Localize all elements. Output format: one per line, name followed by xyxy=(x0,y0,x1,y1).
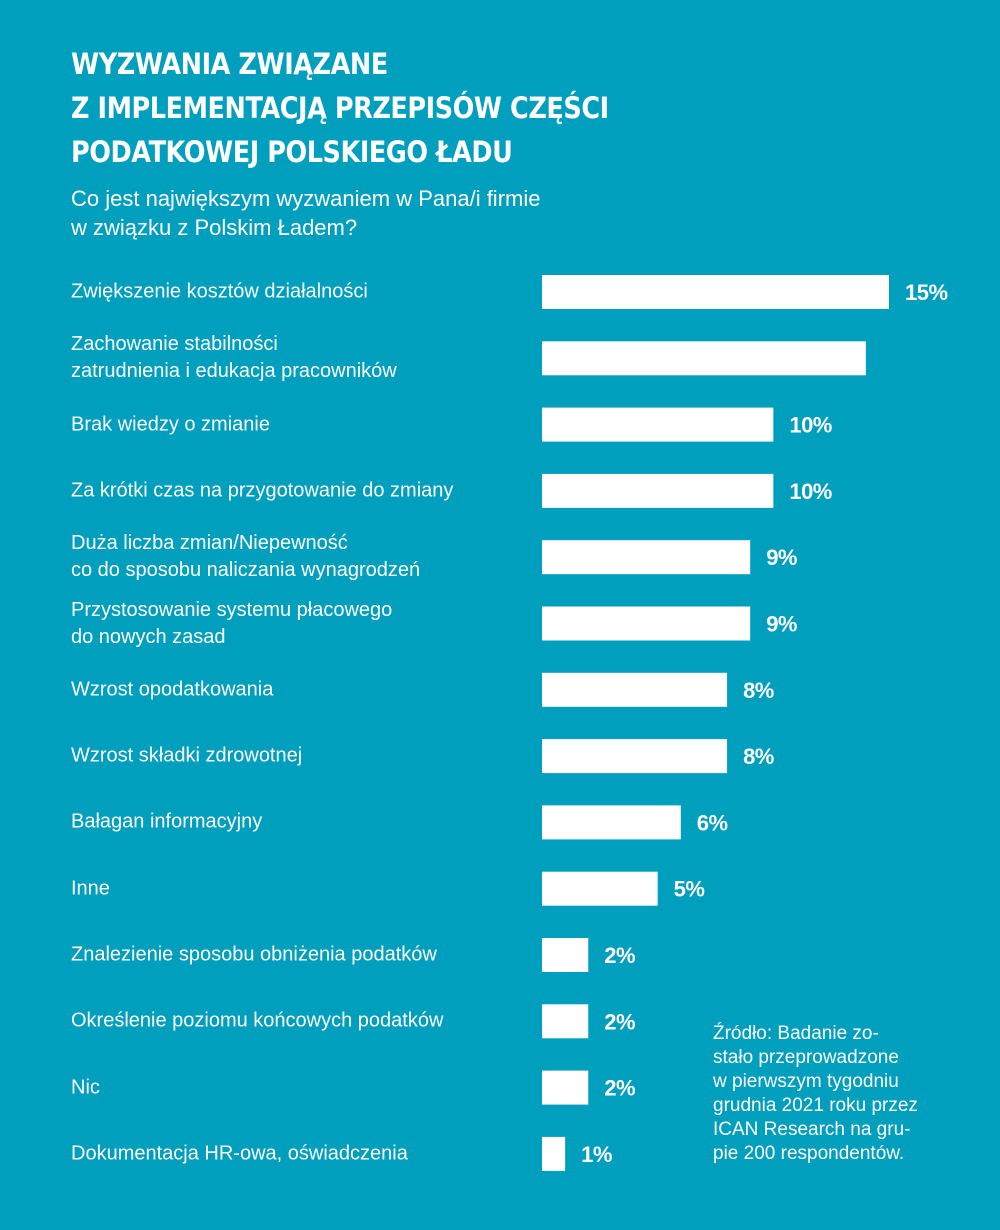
category-label-line: Określenie poziomu końcowych podatków xyxy=(71,1009,444,1032)
bar xyxy=(542,1070,589,1105)
data-label: 2% xyxy=(604,1009,635,1034)
category-label: Znalezienie sposobu obniżenia podatków xyxy=(71,942,437,969)
bar xyxy=(542,672,728,707)
subtitle-line: w związku z Polskim Ładem? xyxy=(71,215,358,240)
category-label-line: Inne xyxy=(71,877,110,900)
category-label-line: Duża liczba zmian/Niepewność xyxy=(71,532,348,555)
title-line: Z IMPLEMENTACJĄ PRZEPISÓW CZĘŚCI xyxy=(71,91,609,125)
data-label: 10% xyxy=(789,413,832,438)
source-line: stało przeprowadzone xyxy=(713,1047,899,1068)
category-label: Bałagan informacyjny xyxy=(71,809,262,836)
chart-subtitle: Co jest największym wyzwaniem w Pana/i f… xyxy=(71,184,540,242)
source-line: pie 200 respondentów. xyxy=(713,1143,905,1164)
category-label: Duża liczba zmian/Niepewność co do sposob… xyxy=(71,530,420,584)
bar xyxy=(542,805,681,840)
data-label: 2% xyxy=(604,943,635,968)
data-label: 5% xyxy=(674,877,705,902)
data-label: 6% xyxy=(697,810,728,835)
bar xyxy=(542,938,589,972)
data-label: 8% xyxy=(743,744,774,769)
category-label-line: Przystosowanie systemu płacowego xyxy=(71,598,393,621)
data-label: 8% xyxy=(743,678,774,703)
source-line: w pierwszym tygodniu xyxy=(713,1071,899,1092)
bar xyxy=(542,1136,566,1171)
category-label-line: Wzrost opodatkowania xyxy=(71,678,274,701)
category-label: Wzrost składki zdrowotnej xyxy=(71,743,302,770)
category-label-line: Znalezienie sposobu obniżenia podatków xyxy=(71,943,437,966)
category-label-line: Wzrost składki zdrowotnej xyxy=(71,744,303,767)
category-label: Za krótki czas na przygotowanie do zmian… xyxy=(71,477,453,504)
category-label-line: do nowych zasad xyxy=(71,625,226,648)
chart-title: WYZWANIA ZWIĄZANE Z IMPLEMENTACJĄ PRZEPI… xyxy=(71,42,609,174)
subtitle-line: Co jest największym wyzwaniem w Pana/i f… xyxy=(71,186,541,211)
data-label: 1% xyxy=(581,1142,612,1167)
bar xyxy=(542,473,774,508)
data-label: 15% xyxy=(905,280,948,305)
category-label: Określenie poziomu końcowych podatków xyxy=(71,1008,443,1035)
bar xyxy=(542,739,728,774)
bar xyxy=(542,871,658,906)
bar xyxy=(542,606,751,641)
bar xyxy=(542,540,751,575)
category-label: Inne xyxy=(71,875,110,902)
title-line: PODATKOWEJ POLSKIEGO ŁADU xyxy=(71,135,513,169)
category-label-line: Bałagan informacyjny xyxy=(71,810,263,833)
category-label: Zachowanie stabilności zatrudnienia i edu… xyxy=(71,331,397,385)
category-label-line: Zachowanie stabilności xyxy=(71,333,278,356)
category-label: Zwiększenie kosztów działalności xyxy=(71,279,368,306)
data-label: 9% xyxy=(766,545,797,570)
category-label: Nic xyxy=(71,1074,100,1101)
category-label: Brak wiedzy o zmianie xyxy=(71,411,270,438)
source-note: Źródło: Badanie zo- stało przeprowadzone… xyxy=(713,1022,918,1166)
data-label: 9% xyxy=(766,612,797,637)
category-label: Dokumentacja HR-owa, oświadczenia xyxy=(71,1140,408,1167)
category-label-line: zatrudnienia i edukacja pracowników xyxy=(71,360,397,383)
category-label-line: Za krótki czas na przygotowanie do zmian… xyxy=(71,479,454,502)
bar xyxy=(542,1004,589,1039)
category-label-line: Zwiększenie kosztów działalności xyxy=(71,280,368,303)
bar xyxy=(542,275,889,309)
source-line: grudnia 2021 roku przez xyxy=(713,1095,918,1116)
category-label: Przystosowanie systemu płacowego do nowyc… xyxy=(71,597,392,651)
category-label-line: co do sposobu naliczania wynagrodzeń xyxy=(71,559,421,582)
category-label-line: Brak wiedzy o zmianie xyxy=(71,413,270,436)
data-label: 10% xyxy=(789,479,832,504)
category-label: Wzrost opodatkowania xyxy=(71,676,273,703)
source-line: ICAN Research na gru- xyxy=(713,1119,911,1140)
data-label: 2% xyxy=(604,1076,635,1101)
title-line: WYZWANIA ZWIĄZANE xyxy=(71,47,388,81)
bar xyxy=(542,341,866,376)
source-line: Źródło: Badanie zo- xyxy=(713,1023,879,1044)
bar xyxy=(542,407,774,442)
category-label-line: Nic xyxy=(71,1076,100,1099)
category-label-line: Dokumentacja HR-owa, oświadczenia xyxy=(71,1142,408,1165)
